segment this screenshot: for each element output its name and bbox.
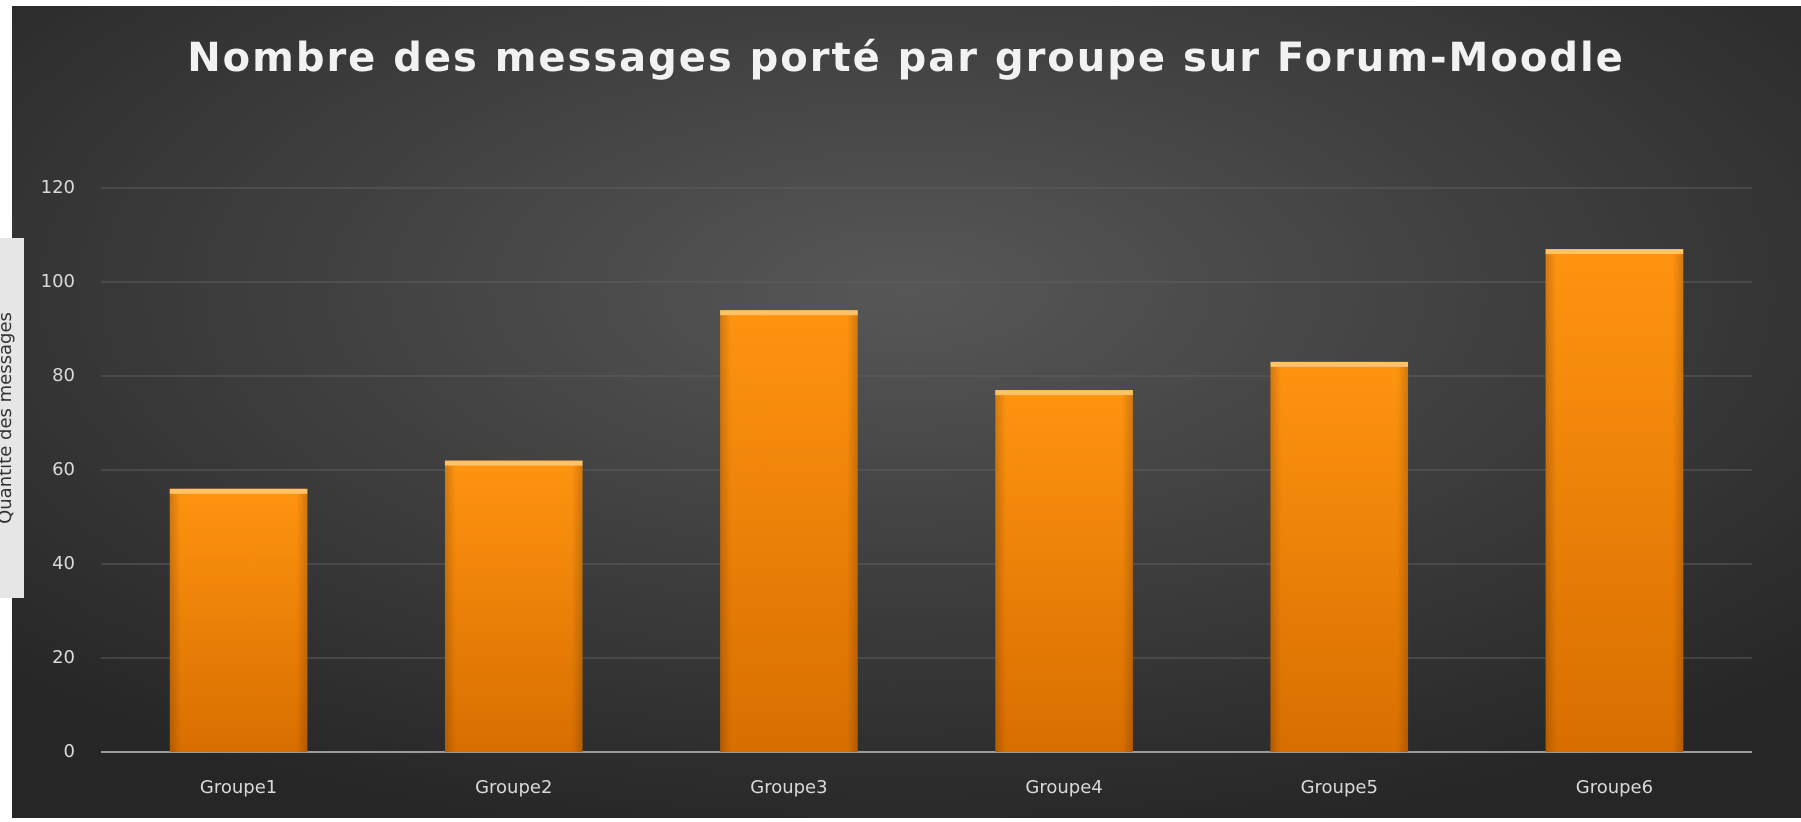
bar-shade <box>444 460 583 752</box>
x-tick-label: Groupe4 <box>1025 777 1102 798</box>
y-tick-label: 80 <box>52 365 75 386</box>
y-tick-label: 100 <box>41 271 75 292</box>
x-tick-label: Groupe6 <box>1576 777 1653 798</box>
chart-background <box>12 6 1801 818</box>
x-tick-label: Groupe3 <box>750 777 827 798</box>
y-tick-label: 20 <box>52 647 75 668</box>
x-tick-label: Groupe1 <box>200 777 277 798</box>
bar-shade <box>1270 361 1409 752</box>
chart-title: Nombre des messages porté par groupe sur… <box>187 35 1625 81</box>
bar-highlight <box>1270 361 1409 367</box>
y-axis-title: Quantité des messages <box>0 312 16 524</box>
y-tick-label: 120 <box>41 177 75 198</box>
bar-shade <box>720 310 858 752</box>
x-tick-label: Groupe5 <box>1301 777 1378 798</box>
y-tick-label: 60 <box>52 459 75 480</box>
x-tick-label: Groupe2 <box>475 777 552 798</box>
y-tick-label: 0 <box>64 741 75 762</box>
y-axis-title-box: Quantité des messages <box>0 238 24 598</box>
bar-shade <box>995 390 1133 752</box>
bar-highlight <box>444 460 583 466</box>
bar-highlight <box>1545 249 1684 255</box>
bar-highlight <box>995 390 1133 396</box>
y-tick-label: 40 <box>52 553 75 574</box>
bar-highlight <box>720 310 858 316</box>
bar-shade <box>1545 249 1684 752</box>
bar-shade <box>169 488 308 752</box>
y-axis-title-bg <box>0 238 24 598</box>
bar-highlight <box>169 488 308 494</box>
